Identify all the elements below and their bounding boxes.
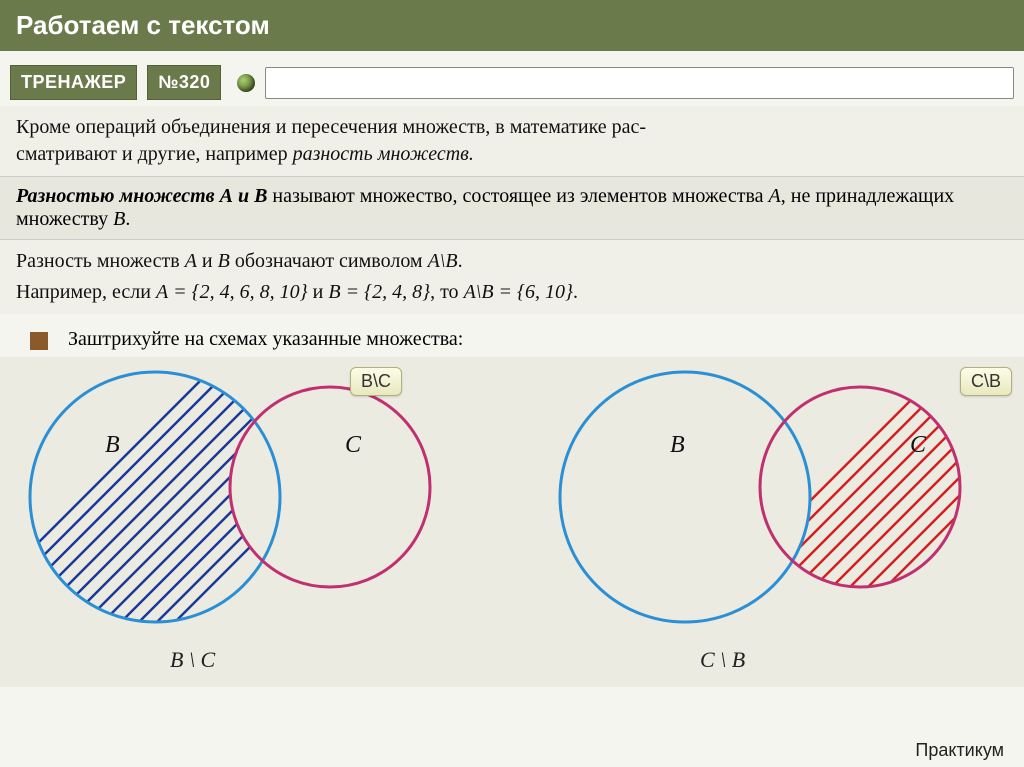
defn-e: В — [113, 208, 125, 230]
task-text: Заштрихуйте на схемах указанные множеств… — [68, 328, 463, 351]
page-header: Работаем с текстом — [0, 0, 1024, 51]
ex-f: А\В = {6, 10} — [464, 281, 573, 303]
not-a: Разность множеств — [16, 250, 185, 272]
venn-right: B C — [540, 357, 980, 657]
label-C-right: C — [910, 432, 927, 458]
label-B-left: B — [105, 432, 120, 458]
not-c: и — [197, 250, 218, 272]
defn-f: . — [125, 208, 130, 230]
button-b-minus-c[interactable]: В\С — [350, 367, 402, 396]
defn-c: А — [769, 185, 781, 207]
bullet-square-icon — [30, 332, 48, 350]
ex-b: А = {2, 4, 6, 8, 10} — [156, 281, 308, 303]
button-c-minus-b[interactable]: С\В — [960, 367, 1012, 396]
trainer-tab[interactable]: ТРЕНАЖЕР — [10, 65, 137, 100]
notation-block: Разность множеств А и В обозначают симво… — [0, 240, 1024, 314]
not-d: В — [218, 250, 230, 272]
not-e: обозначают символом — [230, 250, 428, 272]
defn-lead: Разностью множеств А и В — [16, 185, 267, 207]
intro-paragraph: Кроме операций объединения и пересечения… — [0, 106, 1024, 176]
ex-e: , то — [430, 281, 463, 303]
not-b: А — [185, 250, 197, 272]
ex-d: В = {2, 4, 8} — [328, 281, 430, 303]
venn-left: B C — [10, 357, 450, 657]
answer-input[interactable] — [265, 67, 1014, 99]
label-C-left: C — [345, 432, 362, 458]
defn-b: называют множество, состоящее из элемент… — [267, 185, 768, 207]
definition-block: Разностью множеств А и В называют множес… — [0, 176, 1024, 240]
task-row: Заштрихуйте на схемах указанные множеств… — [0, 314, 1024, 357]
intro-text-b: сматривают и другие, например — [16, 143, 293, 165]
caption-left: B \ C — [170, 647, 215, 673]
footer-text: Практикум — [915, 740, 1004, 761]
intro-text-a: Кроме операций объединения и пересечения… — [16, 116, 646, 138]
page-title: Работаем с текстом — [16, 10, 270, 40]
ex-c: и — [308, 281, 329, 303]
ex-a: Например, если — [16, 281, 156, 303]
label-B-right: B — [670, 432, 685, 458]
not-f: А\В — [428, 250, 458, 272]
caption-right: C \ B — [700, 647, 745, 673]
exercise-number-tab[interactable]: №320 — [147, 65, 221, 100]
ex-g: . — [573, 281, 578, 303]
status-dot-icon — [237, 74, 255, 92]
tab-row: ТРЕНАЖЕР №320 — [10, 65, 1014, 100]
diagram-area: B C — [0, 357, 1024, 687]
intro-italic: разность множеств. — [293, 143, 474, 165]
not-g: . — [458, 250, 463, 272]
